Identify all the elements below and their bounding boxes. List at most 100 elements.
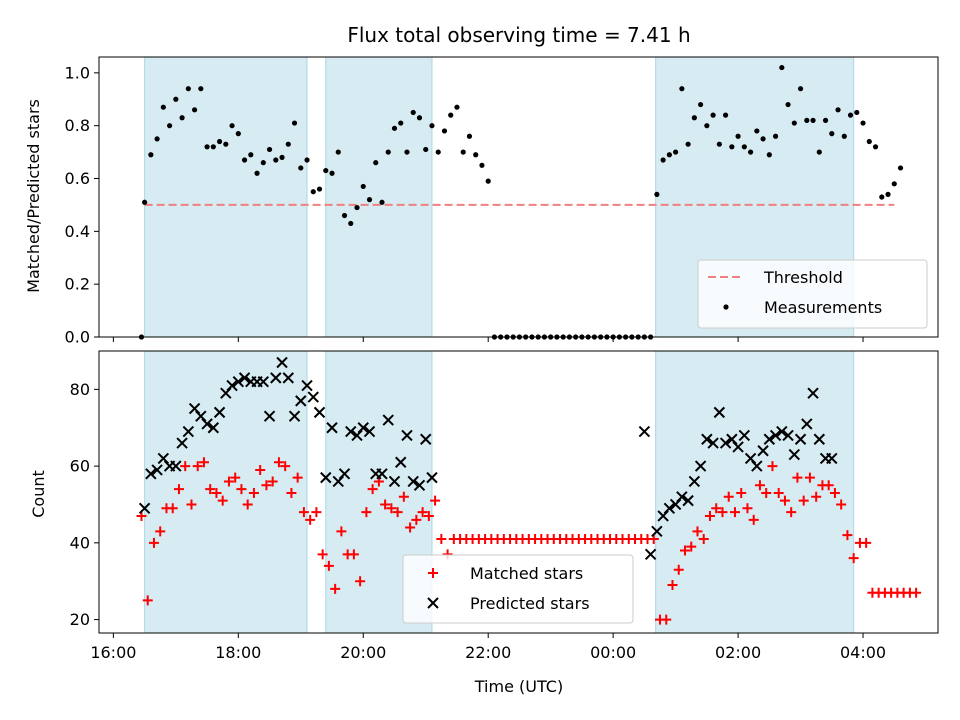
x-tick-label: 02:00 [715,643,761,662]
matched-point [673,564,684,575]
matched-point [786,507,797,518]
axes-frame [98,350,939,634]
predicted-point [644,548,657,561]
predicted-point [682,494,694,507]
predicted-point [732,441,744,453]
matched-point [223,476,234,487]
measurement-point [772,133,779,139]
measurement-point [210,144,216,150]
predicted-point [413,479,426,491]
matched-point [411,514,422,525]
measurement-point [441,128,448,134]
predicted-point [307,391,319,403]
legend-predicted-swatch [427,597,439,609]
matched-point [311,507,322,518]
matched-point [280,461,291,472]
matched-point [717,507,728,518]
measurement-point [810,117,816,123]
predicted-point [807,387,819,399]
matched-point [173,484,184,495]
measurement-point [285,141,291,147]
predicted-point [744,452,757,465]
predicted-point [657,510,669,522]
matched-point [348,549,359,560]
measurement-point [454,104,460,110]
measurement-point [416,115,423,121]
y-tick-label: 20 [70,610,90,629]
measurement-point [822,117,829,123]
measurement-point [879,194,885,200]
predicted-point [313,406,326,419]
measurement-point [398,120,404,126]
y-tick-label: 1.0 [65,63,90,82]
predicted-point [151,464,163,476]
matched-point [292,472,303,483]
matched-point [754,480,765,491]
measurement-point [429,123,435,129]
matched-point [729,507,740,518]
matched-point [380,499,391,510]
matched-point [148,537,159,548]
predicted-point [257,375,270,388]
x-tick-label: 18:00 [215,643,261,662]
measurement-point [835,107,841,113]
predicted-point [738,429,751,442]
measurement-point [191,107,198,113]
measurement-point [354,204,360,211]
matched-point [230,472,241,483]
predicted-point [363,425,376,438]
bottom-panel: 20 40 60 80 16:00 18:00 20:00 22:00 00:00 02:00 04… [70,350,939,662]
matched-point [261,480,272,491]
predicted-point [332,475,344,488]
matched-point [698,534,709,544]
matched-point [323,560,334,571]
matched-point [267,476,278,487]
predicted-point [238,372,251,384]
matched-point [255,464,266,475]
measurement-point [260,160,266,166]
measurement-point [341,212,348,219]
matched-point [861,537,872,548]
measurement-point [854,109,860,116]
predicted-point [707,437,719,449]
shaded-interval-0 [144,56,308,338]
matched-point [155,526,166,537]
predicted-point [170,460,182,472]
matched-point [167,503,178,514]
measurement-point [673,149,679,155]
measurement-point [204,144,210,150]
measurement-point [166,123,173,129]
matched-point [436,534,447,544]
predicted-point [813,433,826,445]
measurement-point [216,138,223,145]
matched-point [192,461,203,472]
shaded-interval-2 [655,350,855,634]
predicted-point [376,468,388,480]
predicted-point [726,433,738,445]
predicted-point [288,410,301,422]
matched-point [205,484,216,495]
measurement-point [872,144,879,150]
y-tick-label: 0.6 [65,169,90,188]
measurement-point [329,170,335,176]
matched-point [773,487,784,498]
predicted-point [207,422,220,434]
matched-point [386,503,397,514]
predicted-point [713,406,726,419]
y-tick-label: 40 [70,533,90,552]
top-y-axis-label: Matched/Predicted stars [24,99,43,293]
measurement-point [223,141,229,147]
matched-point [186,499,197,510]
measurement-point [410,109,416,116]
measurement-point [654,191,660,197]
matched-point [305,514,316,525]
measurement-point [891,181,897,187]
measurement-point [841,133,847,139]
measurement-point [460,149,466,155]
measurement-point [860,120,866,126]
measurement-point [866,138,872,145]
predicted-point [407,475,419,488]
matched-point [823,480,834,491]
x-tick-label: 20:00 [340,643,386,662]
measurement-point [335,149,341,155]
